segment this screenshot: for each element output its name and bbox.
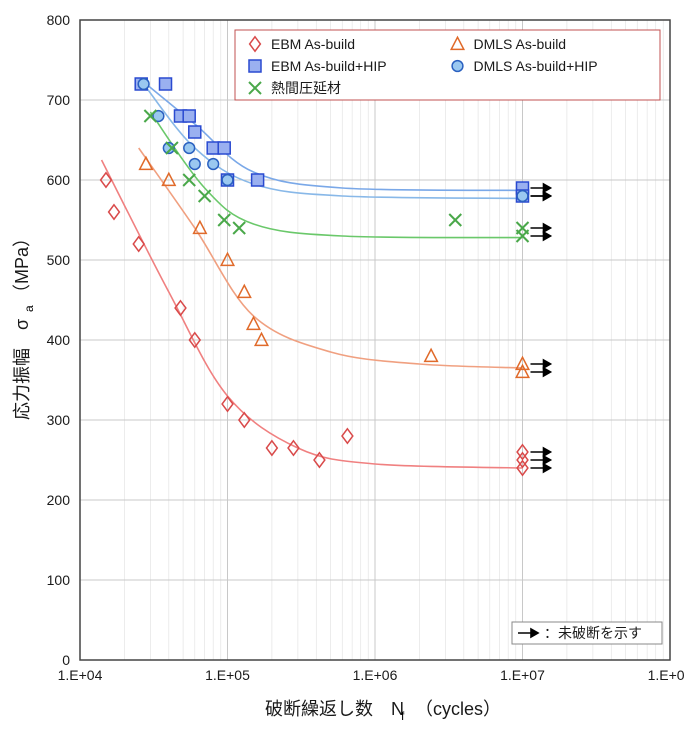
svg-text:応力振幅 σ: 応力振幅 σ [12, 319, 32, 420]
svg-text:a: a [22, 305, 36, 312]
legend-label: DMLS As-build [474, 36, 567, 52]
x-tick-label: 1.E+07 [500, 667, 545, 683]
x-tick-label: 1.E+06 [353, 667, 398, 683]
legend-label: EBM As-build [271, 36, 355, 52]
y-tick-label: 0 [62, 652, 70, 668]
y-tick-label: 300 [47, 412, 71, 428]
y-tick-label: 400 [47, 332, 71, 348]
svg-text:（cycles）: （cycles） [415, 699, 501, 719]
y-tick-label: 200 [47, 492, 71, 508]
legend-label: DMLS As-build+HIP [474, 58, 598, 74]
svg-text:破断繰返し数 N: 破断繰返し数 N [265, 699, 404, 719]
y-tick-label: 800 [47, 12, 71, 28]
y-tick-label: 700 [47, 92, 71, 108]
x-tick-label: 1.E+04 [58, 667, 103, 683]
svg-text:（MPa）: （MPa） [12, 229, 32, 302]
y-tick-label: 600 [47, 172, 71, 188]
y-tick-label: 100 [47, 572, 71, 588]
chart-svg: 1.E+04 1.E+05 1.E+06 1.E+07 1.E+08 0 100 200 300… [0, 0, 685, 749]
fatigue-sn-chart: 1.E+04 1.E+05 1.E+06 1.E+07 1.E+08 0 100 200 300… [0, 0, 685, 749]
legend-label: EBM As-build+HIP [271, 58, 387, 74]
legend-label: 熱間圧延材 [271, 80, 341, 96]
legend-item-dmls_hip: DMLS As-build+HIP [452, 58, 598, 74]
svg-text:：未破断を示す: ：未破断を示す [544, 625, 642, 641]
x-tick-label: 1.E+08 [648, 667, 685, 683]
y-tick-label: 500 [47, 252, 71, 268]
x-tick-label: 1.E+05 [205, 667, 250, 683]
